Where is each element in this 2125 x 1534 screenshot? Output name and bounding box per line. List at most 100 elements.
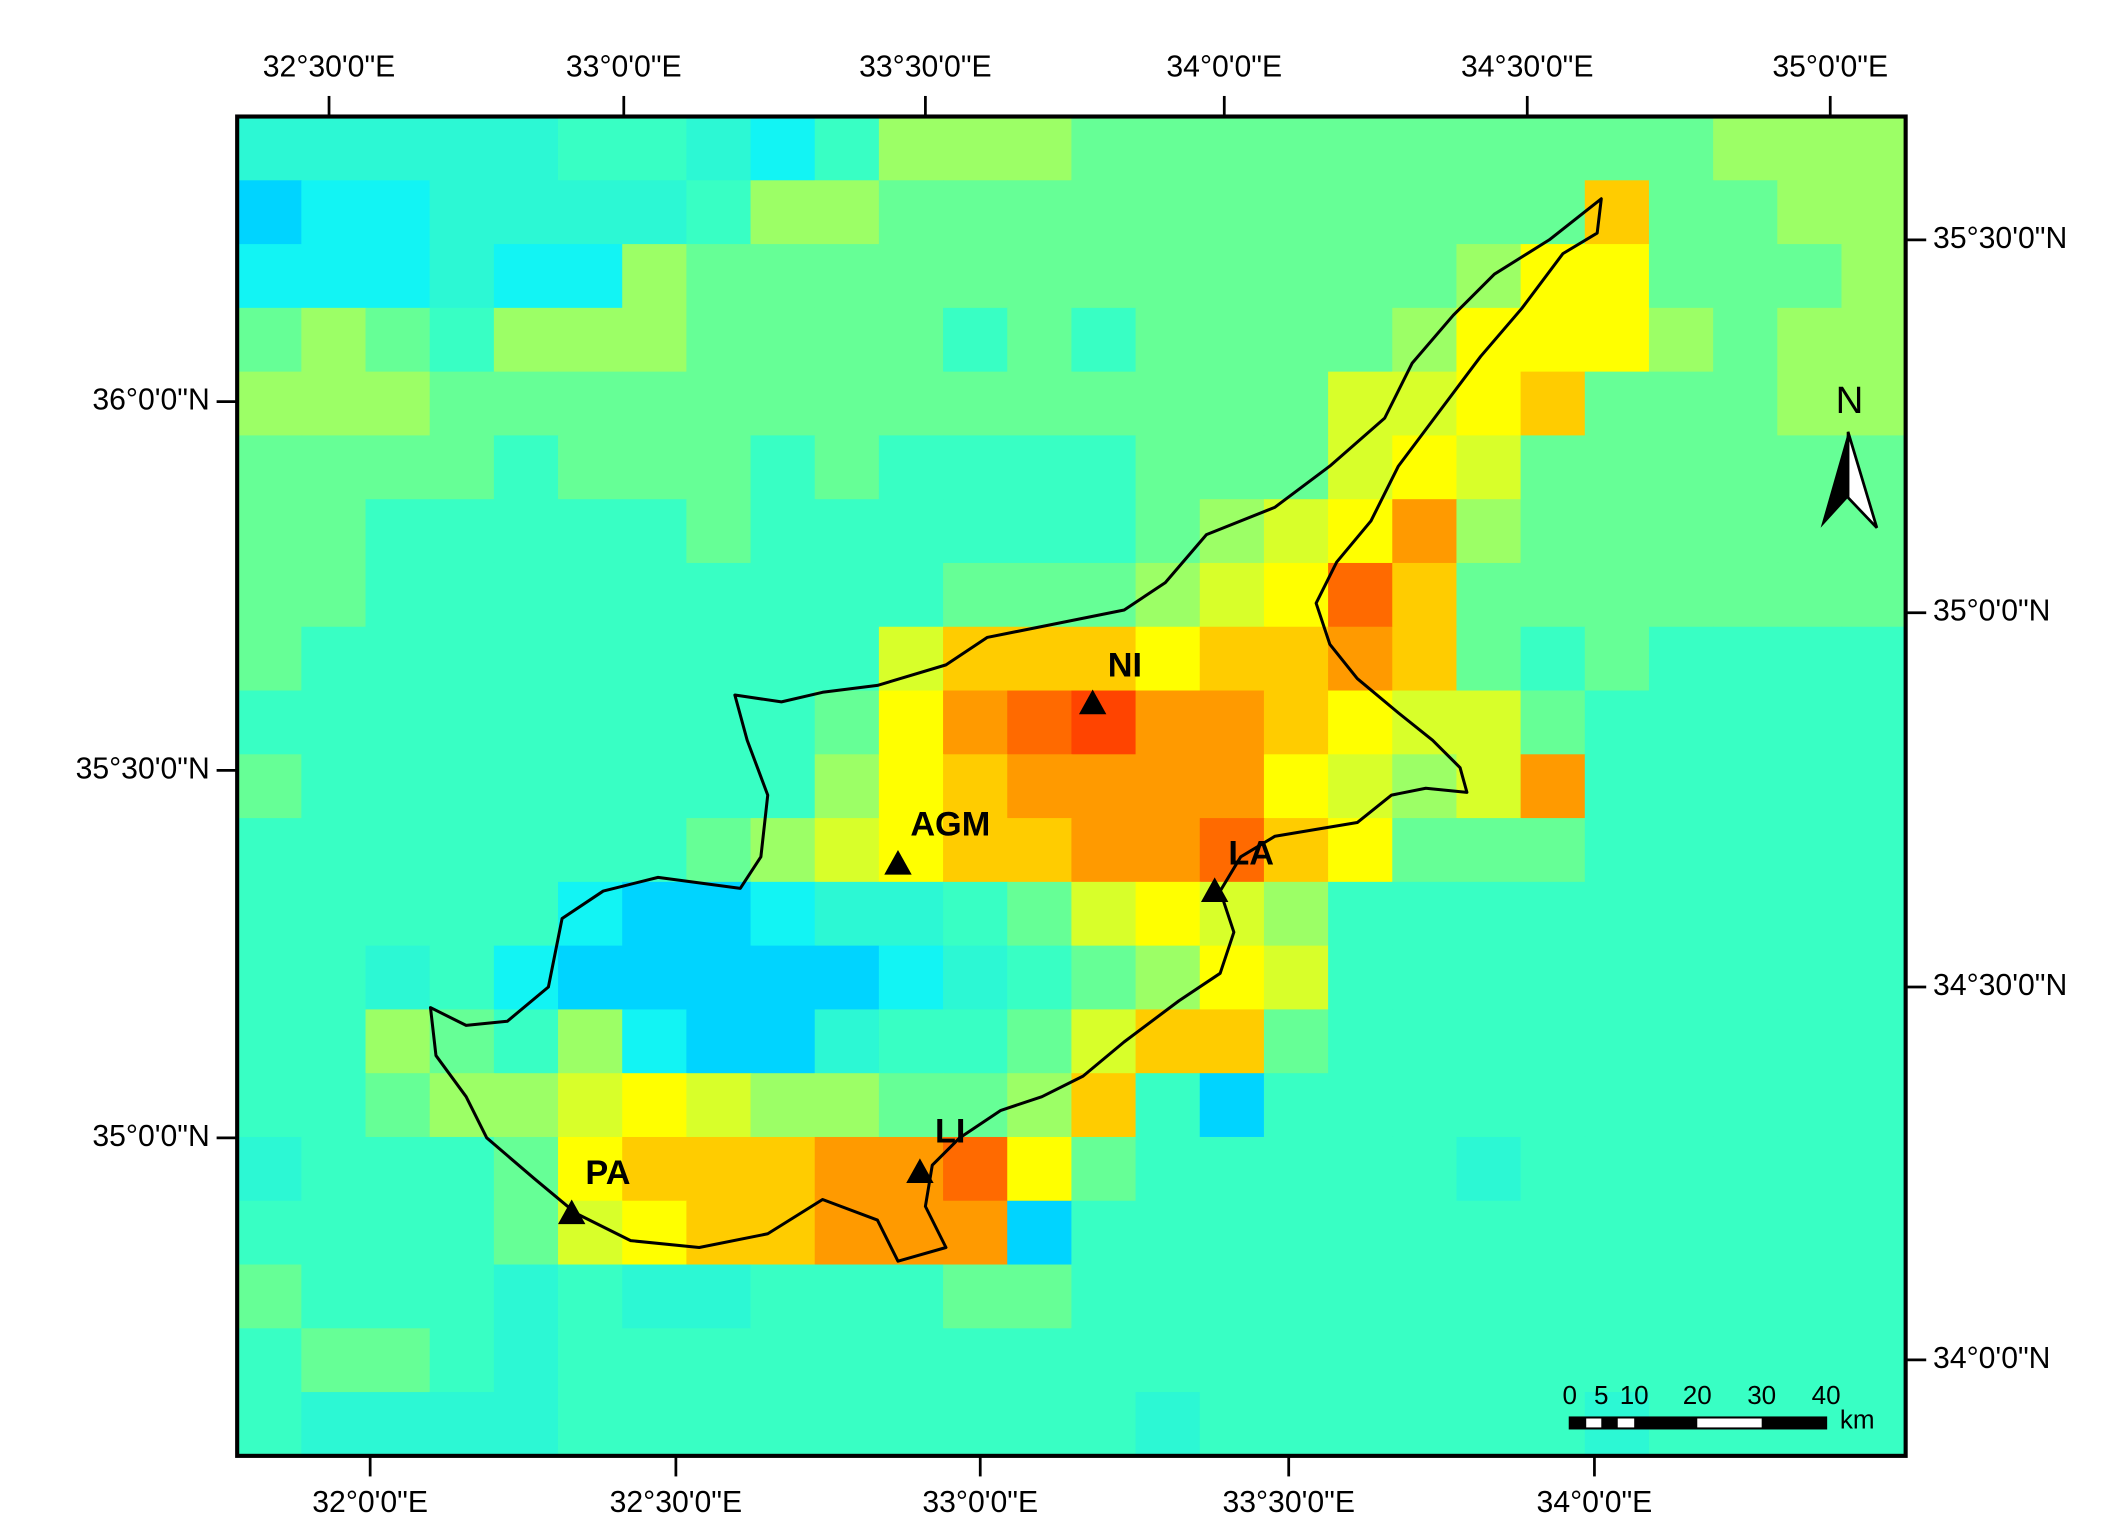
raster-cell (622, 435, 688, 501)
raster-cell (237, 1264, 303, 1330)
raster-cell (493, 881, 559, 947)
raster-cell (301, 244, 367, 309)
raster-cell (1071, 945, 1137, 1011)
raster-cell (237, 307, 303, 373)
raster-cell (1456, 818, 1522, 883)
raster-cell (1135, 818, 1201, 883)
scale-tick-label: 10 (1620, 1380, 1649, 1410)
raster-cell (1199, 1264, 1265, 1330)
raster-cell (814, 1009, 880, 1075)
raster-cell (750, 945, 816, 1011)
raster-cell (1263, 945, 1329, 1011)
raster-cell (1456, 499, 1522, 564)
scale-tick-label: 0 (1563, 1380, 1577, 1410)
raster-cell (686, 1009, 752, 1075)
raster-cell (1713, 1264, 1779, 1330)
raster-cell (1520, 818, 1586, 883)
raster-cell (814, 690, 880, 756)
raster-cell (365, 371, 431, 437)
raster-cell (1328, 1392, 1394, 1457)
raster-cell (1263, 180, 1329, 245)
raster-cell (1007, 180, 1073, 245)
raster-cell (1520, 1009, 1586, 1075)
raster-cell (558, 1136, 624, 1202)
raster-cell (429, 371, 495, 437)
raster-cell (1199, 562, 1265, 628)
bottom-axis-label: 32°30'0"E (610, 1486, 743, 1519)
raster-cell (1135, 1328, 1201, 1393)
raster-cell (1777, 754, 1843, 819)
right-axis-label: 35°30'0"N (1933, 222, 2067, 255)
raster-cell (237, 1392, 303, 1457)
raster-cell (1392, 499, 1458, 564)
raster-cell (878, 945, 944, 1011)
raster-cell (301, 499, 367, 564)
raster-cell (1584, 562, 1650, 628)
raster-cell (1456, 881, 1522, 947)
raster-cell (1392, 1136, 1458, 1202)
raster-cell (1007, 435, 1073, 501)
raster-cell (1135, 244, 1201, 309)
raster-cell (750, 754, 816, 819)
raster-cell (1199, 435, 1265, 501)
raster-cell (1777, 626, 1843, 692)
raster-cell (943, 499, 1009, 564)
raster-cell (1263, 626, 1329, 692)
raster-cell (558, 818, 624, 883)
raster-cell (1328, 1328, 1394, 1393)
raster-cell (1456, 307, 1522, 373)
raster-cell (429, 499, 495, 564)
top-axis-label: 34°0'0"E (1166, 51, 1282, 84)
raster-cell (1007, 1200, 1073, 1266)
raster-cell (429, 116, 495, 182)
raster-cell (750, 1264, 816, 1330)
site-label: LI (935, 1113, 965, 1151)
raster-cell (814, 116, 880, 182)
raster-cell (943, 818, 1009, 883)
raster-cell (1456, 754, 1522, 819)
raster-cell (429, 1073, 495, 1138)
raster-cell (429, 690, 495, 756)
raster-cell (365, 562, 431, 628)
top-axis-label: 33°30'0"E (859, 51, 992, 84)
raster-cell (686, 435, 752, 501)
raster-cell (1584, 626, 1650, 692)
scale-bar-seg (1569, 1417, 1587, 1429)
raster-cell (1392, 1009, 1458, 1075)
raster-cell (1841, 307, 1907, 373)
raster-cell (943, 180, 1009, 245)
raster-cell (1328, 180, 1394, 245)
raster-cell (429, 562, 495, 628)
raster-cell (493, 1073, 559, 1138)
raster-cell (1841, 1136, 1907, 1202)
raster-cell (365, 1392, 431, 1457)
raster-cell (1713, 307, 1779, 373)
north-arrow: N (1820, 379, 1879, 529)
raster-cell (1520, 881, 1586, 947)
raster-cell (750, 1073, 816, 1138)
north-label: N (1836, 379, 1864, 422)
raster-cell (1777, 244, 1843, 309)
raster-cell (750, 881, 816, 947)
right-axis-label: 34°30'0"N (1933, 969, 2067, 1002)
raster-cell (1841, 945, 1907, 1011)
raster-cell (493, 562, 559, 628)
raster-cell (1584, 818, 1650, 883)
raster-cell (1713, 562, 1779, 628)
raster-cell (622, 1200, 688, 1266)
raster-cell (1520, 435, 1586, 501)
raster-cell (1199, 371, 1265, 437)
right-axis-label: 34°0'0"N (1933, 1342, 2050, 1375)
raster-cell (750, 435, 816, 501)
raster-cell (1071, 435, 1137, 501)
raster-cell (1648, 818, 1714, 883)
raster-cell (429, 435, 495, 501)
raster-cell (1071, 180, 1137, 245)
site-marker (1200, 877, 1229, 903)
raster-cell (1328, 435, 1394, 501)
raster-cell (686, 626, 752, 692)
raster-cell (1648, 945, 1714, 1011)
raster-cell (1328, 371, 1394, 437)
raster-cell (493, 945, 559, 1011)
raster-cell (1841, 1073, 1907, 1138)
